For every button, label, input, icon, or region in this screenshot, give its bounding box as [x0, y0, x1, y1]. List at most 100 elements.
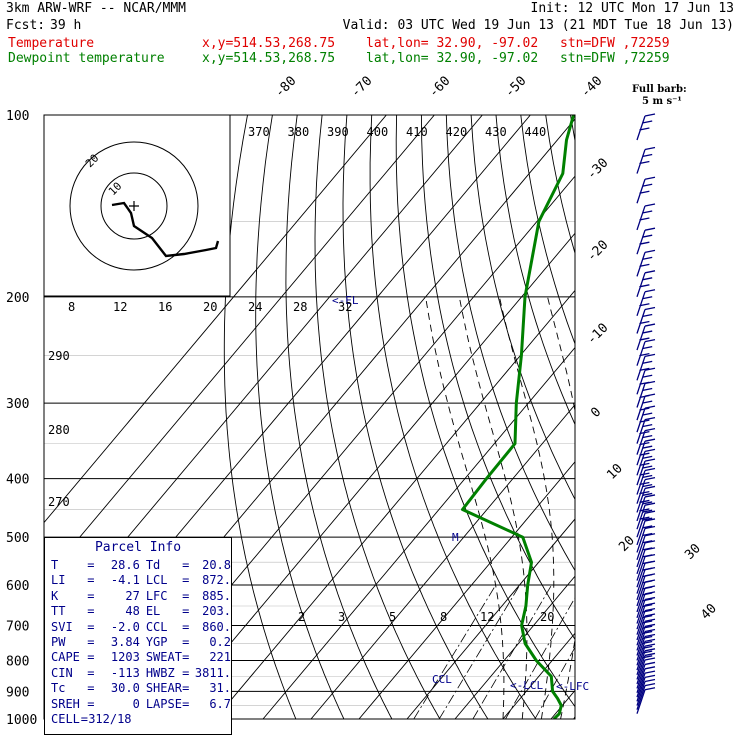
dry-adiabat-line: [314, 115, 441, 719]
wind-barb: [636, 652, 656, 680]
isotherm-label: -50: [502, 74, 529, 101]
isotherm-label: -80: [272, 74, 299, 101]
wind-barb: [636, 687, 656, 714]
parcel-param-value: 30.0: [110, 681, 140, 696]
isotherm-line: [647, 115, 740, 719]
temperature-latlon: lat,lon= 32.90, -97.02: [366, 36, 539, 51]
hodograph-origin: [129, 201, 139, 211]
isotherm-label: 20: [616, 533, 638, 555]
theta-label: 390: [327, 125, 349, 139]
theta-label: 430: [485, 125, 507, 139]
dry-adiabat-line: [470, 115, 575, 501]
parcel-info-row: SREH = 0 LAPSE = 6.7: [51, 696, 231, 711]
mixing-ratio-line: [505, 596, 575, 719]
temperature-profile: [593, 115, 670, 719]
parcel-param-value: 20.8: [202, 558, 231, 572]
theta-label: 380: [288, 125, 310, 139]
dry-adiabat-line: [369, 115, 537, 719]
dry-adiabat-line: [670, 115, 740, 719]
wind-barb: [636, 591, 656, 619]
wind-barb: [636, 438, 656, 466]
isotherm-label: -60: [426, 74, 453, 101]
dry-adiabat-line: [395, 115, 575, 708]
moist-adiabat-line: [498, 296, 555, 719]
parcel-param-value: 885.: [202, 588, 231, 603]
speed-scale-label: 24: [248, 300, 262, 314]
parcel-info-row: PW = 3.84 YGP = 0.2: [51, 634, 231, 649]
mixing-ratio-line: [438, 584, 521, 719]
parcel-param-value: 203.: [202, 604, 231, 619]
temperature-station: stn=DFW ,72259: [560, 36, 670, 51]
mixing-ratio-label: 3: [338, 610, 345, 624]
hodograph-ring-10: [100, 172, 168, 240]
isotherm-line: [406, 518, 575, 719]
wind-barb: [636, 380, 656, 408]
wind-barb: [636, 494, 656, 522]
init-time: Init: 12 UTC Mon 17 Jun 13: [530, 1, 735, 16]
pressure-tick-label: 200: [6, 291, 29, 306]
parcel-param-name: CIN: [51, 665, 73, 680]
dewpoint-station: stn=DFW ,72259: [560, 51, 670, 66]
parcel-param-name: K: [51, 588, 59, 603]
wind-barb: [636, 678, 656, 706]
moist-adiabat-line: [618, 297, 723, 719]
pressure-tick-label: 900: [6, 685, 29, 700]
wind-barb: [636, 339, 656, 366]
parcel-info-rows: T = 28.6 Td = 20.8 LI = -4.1 LCL = 872. K = 27 LFC = 885.…: [45, 558, 231, 727]
isotherm-line: [454, 575, 575, 719]
mixing-ratio-line: [413, 584, 497, 719]
moist-adiabat-line: [580, 297, 623, 719]
lcl-marker: <-LCL: [510, 679, 543, 692]
dewpoint-profile: [461, 115, 575, 719]
moist-adiabat-line: [637, 297, 740, 719]
parcel-param-value: 0.2: [209, 634, 231, 649]
theta-label: 370: [248, 125, 270, 139]
mixing-ratio-line: [472, 584, 552, 719]
theta-label: 420: [446, 125, 468, 139]
dry-adiabat-line: [695, 115, 740, 719]
parcel-param-name: LFC: [145, 588, 168, 603]
barb-legend-title: Full barb:: [632, 84, 687, 95]
pressure-tick-label: 700: [6, 619, 29, 634]
wind-barb: [636, 176, 656, 204]
isotherm-line: [695, 115, 740, 719]
isotherm-line: [310, 404, 575, 719]
parcel-param-name: T: [51, 558, 59, 572]
isotherm-label: 10: [604, 461, 626, 483]
wind-barb: [636, 367, 656, 395]
wind-barb: [636, 683, 656, 710]
wind-barb: [636, 448, 656, 476]
wind-barb: [636, 113, 656, 141]
wind-barb: [636, 525, 656, 553]
dry-adiabat-line: [255, 115, 345, 719]
wind-barb: [636, 458, 656, 486]
isotherm-label: 0: [588, 405, 604, 421]
isotherm-line: [599, 115, 740, 719]
wind-barb: [636, 502, 656, 530]
isotherm-label: 30: [682, 541, 704, 563]
parcel-info-row: Tc = 30.0 SHEAR = 31.: [51, 681, 231, 696]
parcel-param-name: TT: [51, 604, 66, 619]
dry-adiabat-line: [223, 115, 297, 719]
speed-scale-label: 8: [68, 300, 75, 314]
wind-barb: [636, 596, 656, 624]
parcel-param-name: SVI: [51, 619, 73, 634]
wind-barb: [636, 674, 656, 702]
wind-barb: [636, 323, 656, 351]
hodograph-trace: [111, 201, 220, 258]
parcel-param-name: CELL: [51, 711, 80, 726]
parcel-param-name: SREH: [51, 696, 80, 711]
isotherm-line: [44, 115, 435, 581]
parcel-param-value: 1203: [110, 650, 140, 665]
wind-barb: [636, 249, 656, 277]
wind-barb: [636, 666, 656, 694]
wind-barb: [636, 602, 656, 630]
parcel-param-value: 48: [125, 604, 140, 619]
dry-adiabat-line: [445, 115, 575, 572]
pressure-tick-label: 400: [6, 473, 29, 488]
dewpoint-xy: x,y=514.53,268.75: [202, 51, 336, 66]
isotherm-line: [358, 461, 575, 719]
parcel-param-value: 312/18: [88, 711, 132, 726]
dewpoint-latlon: lat,lon= 32.90, -97.02: [366, 51, 539, 66]
dry-adiabat-line: [595, 115, 740, 719]
